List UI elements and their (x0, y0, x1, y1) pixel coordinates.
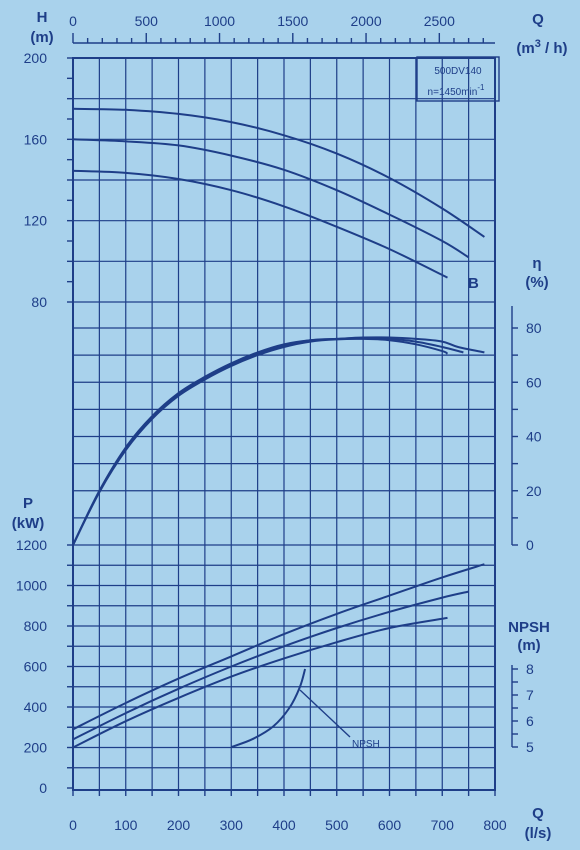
eff-axis-unit: (%) (525, 274, 548, 291)
power-curve (72, 590, 469, 741)
head-curve-label-b: B (468, 275, 479, 292)
q-ls-tick-label: 700 (431, 817, 455, 833)
q-bottom-axis-unit: (l/s) (525, 825, 552, 842)
q-ls-tick-label: 400 (272, 817, 296, 833)
npsh-tick-label: 5 (526, 739, 534, 755)
q-ls-tick-label: 300 (220, 817, 244, 833)
eff-tick-label: 80 (526, 320, 542, 336)
model-name: 500DV140 (434, 66, 482, 77)
q-ls-tick-label: 200 (167, 817, 191, 833)
npsh-axis-title: NPSH (508, 619, 550, 636)
power-tick-label: 600 (24, 659, 48, 675)
npsh-curve-line (230, 668, 307, 748)
q-m3h-tick-label: 0 (69, 13, 77, 29)
q-ls-tick-label: 0 (69, 817, 77, 833)
npsh-axis-unit: (m) (517, 637, 540, 654)
q-m3h-tick-label: 1000 (204, 13, 235, 29)
npsh-curve-label: NPSH (352, 739, 380, 750)
head-tick-label: 200 (24, 50, 48, 66)
q-m3h-tick-label: 500 (135, 13, 159, 29)
power-curves (72, 563, 485, 749)
npsh-tick-label: 6 (526, 713, 534, 729)
head-tick-label: 120 (24, 213, 48, 229)
npsh-tick-label: 7 (526, 687, 534, 703)
head-tick-label: 160 (24, 131, 48, 147)
q-m3h-tick-label: 1500 (277, 13, 308, 29)
axis-ticks (67, 33, 518, 796)
q-ls-tick-label: 100 (114, 817, 138, 833)
power-axis-unit: (kW) (12, 515, 45, 532)
power-tick-label: 400 (24, 699, 48, 715)
head-axis-title: H (37, 9, 48, 26)
q-ls-tick-label: 600 (378, 817, 402, 833)
power-curve (72, 563, 485, 731)
head-tick-label: 80 (31, 294, 47, 310)
eff-tick-label: 60 (526, 374, 542, 390)
power-tick-label: 1000 (16, 578, 47, 594)
q-m3h-tick-label: 2000 (350, 13, 381, 29)
head-curve (72, 107, 485, 238)
q-bottom-axis-title: Q (532, 805, 544, 822)
q-top-axis-title: Q (532, 11, 544, 28)
grid-lines (72, 57, 496, 791)
head-curve (72, 169, 448, 279)
q-ls-tick-label: 800 (483, 817, 507, 833)
q-top-axis-unit: (m3 / h) (516, 38, 567, 57)
eff-tick-label: 40 (526, 429, 542, 445)
efficiency-curves (72, 336, 485, 546)
eff-tick-label: 20 (526, 483, 542, 499)
q-ls-tick-label: 500 (325, 817, 349, 833)
npsh-tick-label: 8 (526, 661, 534, 677)
power-tick-label: 1200 (16, 537, 47, 553)
power-axis-title: P (23, 495, 33, 512)
npsh-leader-line (299, 689, 351, 738)
power-tick-label: 200 (24, 740, 48, 756)
eff-tick-label: 0 (526, 537, 534, 553)
eff-axis-title: η (532, 255, 541, 272)
model-speed: n=1450min-1 (428, 83, 485, 98)
power-curve (72, 616, 448, 749)
power-tick-label: 0 (39, 780, 47, 796)
q-m3h-tick-label: 2500 (424, 13, 455, 29)
head-curve (72, 138, 470, 259)
efficiency-curve (72, 336, 485, 546)
npsh-curve (230, 668, 307, 748)
head-curves (72, 107, 485, 279)
efficiency-curve (72, 337, 449, 546)
model-info-box (416, 56, 500, 102)
head-axis-unit: (m) (30, 29, 53, 46)
power-tick-label: 800 (24, 618, 48, 634)
